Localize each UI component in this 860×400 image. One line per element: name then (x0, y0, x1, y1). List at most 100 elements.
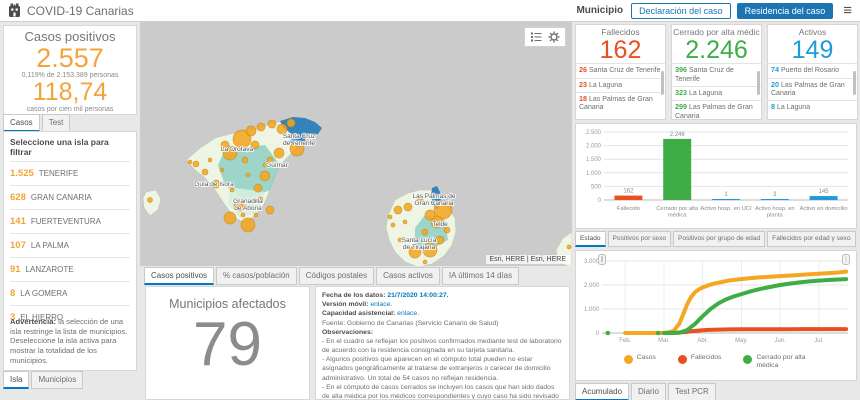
hamburger-menu-icon[interactable]: ≡ (843, 3, 852, 18)
stat-card-activos: Activos14974 Puerto del Rosario20 Las Pa… (767, 24, 858, 120)
legend-dot (743, 355, 752, 364)
stat-list-item[interactable]: 18 Las Palmas de Gran Canaria (576, 92, 665, 115)
svg-text:1.000: 1.000 (584, 307, 600, 313)
island-row-tenerife[interactable]: 1.525TENERIFE (10, 161, 130, 185)
case-bubble[interactable] (148, 198, 153, 203)
case-bubble[interactable] (404, 203, 412, 211)
legend-item-cerrado-por-alta-m-dica[interactable]: Cerrado por alta médica (743, 354, 808, 370)
scrollbar[interactable] (757, 71, 760, 95)
version-movil-link[interactable]: enlace. (368, 301, 392, 308)
legend-item-fallecidos[interactable]: Fallecidos (678, 354, 722, 370)
stat-list-item[interactable]: 396 Santa Cruz de Tenerife (672, 63, 761, 86)
case-bubble[interactable] (188, 160, 192, 164)
time-slider-left-handle[interactable]: ∥ (598, 254, 606, 265)
case-bubble[interactable] (241, 213, 245, 217)
declaracion-del-caso-button[interactable]: Declaración del caso (631, 3, 731, 19)
stat-card-list: 396 Santa Cruz de Tenerife323 La Laguna2… (672, 63, 761, 120)
scrollbar[interactable] (661, 71, 664, 95)
case-bubble[interactable] (425, 210, 435, 220)
case-bubble[interactable] (567, 245, 571, 249)
map-canvas[interactable]: Santa Cruzde TenerifeLa OrotavaGüímarGuí… (140, 22, 572, 266)
svg-text:0: 0 (596, 331, 600, 337)
estado-bar-chart: 05001.0001.5002.0002.500162Fallecido2.24… (576, 124, 856, 228)
case-bubble[interactable] (254, 184, 262, 192)
case-bubble[interactable] (422, 229, 428, 235)
stat-list-item[interactable]: 299 Las Palmas de Gran Canaria (672, 100, 761, 120)
case-bubble[interactable] (230, 188, 234, 192)
basemap-settings-icon[interactable] (547, 30, 561, 44)
island-row-la-palma[interactable]: 107LA PALMA (10, 233, 130, 257)
tab-acumulado[interactable]: Acumulado (575, 383, 629, 400)
tab-test-pcr[interactable]: Test PCR (668, 383, 716, 400)
map-tab-ia-ltimos-14-d-as[interactable]: IA últimos 14 días (442, 267, 519, 285)
tab-casos[interactable]: Casos (3, 114, 40, 132)
time-slider-right-handle[interactable]: ∣ (842, 254, 850, 265)
residencia-del-caso-button[interactable]: Residencia del caso (737, 3, 834, 19)
estado-tabs: EstadoPositivos por sexoPositivos por gr… (575, 231, 856, 247)
case-bubble[interactable] (391, 223, 395, 227)
island-row-fuerteventura[interactable]: 141FUERTEVENTURA (10, 209, 130, 233)
case-bubble[interactable] (388, 215, 392, 219)
case-bubble[interactable] (254, 213, 258, 217)
stat-list-item[interactable]: 323 La Laguna (672, 86, 761, 100)
map-label: Telde (432, 221, 448, 228)
tab-positivos-por-sexo[interactable]: Positivos por sexo (608, 231, 672, 247)
tab-positivos-por-grupo-de-edad[interactable]: Positivos por grupo de edad (673, 231, 765, 247)
case-bubble[interactable] (268, 120, 276, 128)
case-bubble[interactable] (403, 220, 407, 224)
stat-list-item[interactable]: 26 Santa Cruz de Tenerife (576, 63, 665, 77)
tab-municipios[interactable]: Municipios (31, 371, 83, 389)
case-bubble[interactable] (246, 126, 256, 136)
bar-activo-hosp-en-uci[interactable] (712, 199, 740, 200)
stat-list-item[interactable]: 20 Las Palmas de Gran Canaria (768, 78, 857, 101)
fuente: Fuente: Gobierno de Canarias (Servicio C… (322, 319, 563, 328)
case-bubble[interactable] (224, 212, 236, 224)
case-bubble[interactable] (193, 161, 199, 167)
case-bubble[interactable] (260, 171, 270, 181)
case-bubble[interactable] (202, 169, 208, 175)
case-bubble[interactable] (287, 119, 295, 127)
map-tab-casos-positivos[interactable]: Casos positivos (144, 267, 214, 285)
capacidad-link[interactable]: enlace. (395, 310, 419, 317)
tab-estado[interactable]: Estado (575, 231, 606, 247)
map-tab-c-digos-postales[interactable]: Códigos postales (299, 267, 374, 285)
case-bubble[interactable] (246, 173, 250, 177)
tab-fallecidos-por-edad-y-sexo[interactable]: Fallecidos por edad y sexo (767, 231, 855, 247)
map-tab-casos-poblaci-n[interactable]: % casos/población (216, 267, 297, 285)
case-bubble[interactable] (274, 148, 284, 158)
legend-icon[interactable] (529, 30, 543, 44)
case-bubble[interactable] (241, 218, 255, 232)
map[interactable]: Santa Cruzde TenerifeLa OrotavaGüímarGuí… (140, 22, 572, 266)
case-bubble[interactable] (220, 168, 224, 172)
municipios-afectados-value: 79 (146, 311, 309, 379)
case-bubble[interactable] (208, 158, 212, 162)
island-count: 1.525 (10, 168, 34, 179)
case-bubble[interactable] (423, 260, 427, 264)
scrollbar[interactable] (853, 71, 856, 95)
bar-activo-hosp-en-planta[interactable] (761, 199, 789, 200)
island-row-lanzarote[interactable]: 91LANZAROTE (10, 257, 130, 281)
stat-list-item[interactable]: 8 La Laguna (768, 100, 857, 114)
bar-activo-en-domicilio[interactable] (810, 196, 838, 200)
map-tab-casos-activos[interactable]: Casos activos (376, 267, 440, 285)
legend-item-casos[interactable]: Casos (624, 354, 656, 370)
stat-list-item[interactable]: 23 La Laguna (576, 78, 665, 92)
case-bubble[interactable] (394, 206, 402, 214)
island-row-la-gomera[interactable]: 8LA GOMERA (10, 281, 130, 305)
island-row-gran-canaria[interactable]: 628GRAN CANARIA (10, 185, 130, 209)
tab-diario[interactable]: Diario (631, 383, 666, 400)
svg-text:Jun.: Jun. (775, 338, 787, 344)
map-label: Güímar (266, 162, 289, 169)
svg-text:3: 3 (773, 192, 777, 198)
case-bubble[interactable] (266, 206, 274, 214)
svg-text:Mar.: Mar. (658, 338, 670, 344)
case-bubble[interactable] (242, 157, 248, 163)
stat-list-item[interactable]: 74 Puerto del Rosario (768, 63, 857, 77)
bar-cerrado-por-alta-m-dica[interactable] (663, 139, 691, 200)
tab-isla[interactable]: Isla (3, 371, 29, 389)
case-bubble[interactable] (436, 236, 444, 244)
bar-fallecido[interactable] (614, 196, 642, 200)
case-bubble[interactable] (257, 123, 265, 131)
tab-test[interactable]: Test (42, 114, 71, 132)
la-gomera-island[interactable] (143, 190, 161, 216)
